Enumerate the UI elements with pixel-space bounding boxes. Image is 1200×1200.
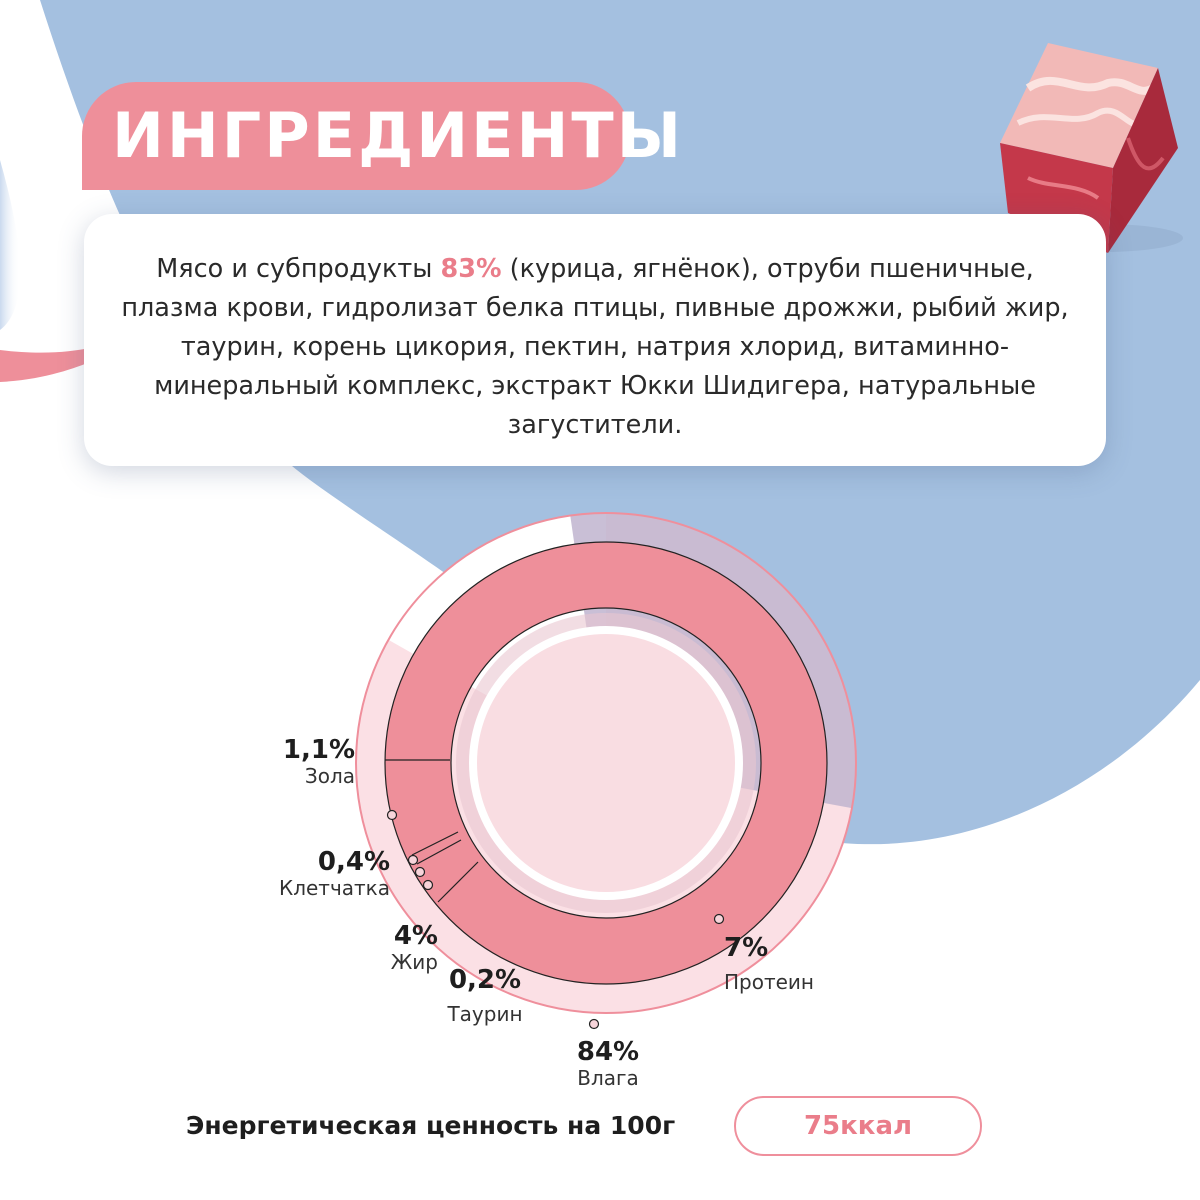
moisture-value: 84% — [576, 1037, 640, 1067]
protein-label: 7% Протеин — [724, 934, 814, 994]
fiber-value: 0,4% — [317, 847, 390, 877]
protein-value: 7% — [724, 933, 769, 963]
protein-marker — [713, 913, 725, 925]
taurine-value: 0,2% — [448, 965, 522, 995]
ingredients-lead: Мясо и субпродукты — [156, 254, 441, 284]
fiber-label: 0,4% Клетчатка — [279, 848, 390, 900]
fat-value: 4% — [393, 921, 438, 951]
ash-marker — [386, 809, 398, 821]
ash-name: Зола — [304, 764, 355, 788]
energy-value: 75ккал — [803, 1111, 913, 1141]
ingredients-card — [84, 214, 1106, 466]
taurine-name: Таурин — [447, 1002, 523, 1026]
ash-label: 1,1% Зола — [283, 736, 355, 788]
fiber-name: Клетчатка — [279, 876, 390, 900]
moisture-label: 84% Влага — [558, 1038, 658, 1090]
inner-ring — [384, 541, 828, 985]
center-disc — [456, 613, 756, 913]
fat-name: Жир — [390, 950, 438, 974]
moisture-marker — [588, 1018, 600, 1030]
taurine-label: 0,2% Таурин — [440, 966, 530, 1026]
taurine-marker — [422, 879, 434, 891]
energy-label: Энергетическая ценность на 100г — [186, 1111, 676, 1140]
title-pill — [82, 82, 630, 190]
fiber-marker — [407, 854, 419, 866]
ingredients-rest: (курица, ягнёнок), отруби пшеничные, пла… — [121, 254, 1069, 440]
fat-label: 4% Жир — [391, 922, 438, 974]
label-markers — [386, 809, 725, 1030]
fat-marker — [414, 866, 426, 878]
ingredients-text: Мясо и субпродукты 83% (курица, ягнёнок)… — [104, 250, 1086, 445]
page-title: ИНГРЕДИЕНТЫ — [112, 99, 684, 172]
moisture-name: Влага — [577, 1066, 639, 1090]
protein-name: Протеин — [724, 970, 814, 994]
meat-percentage: 83% — [440, 254, 502, 284]
ash-value: 1,1% — [282, 735, 355, 765]
energy-value-pill — [734, 1096, 982, 1156]
